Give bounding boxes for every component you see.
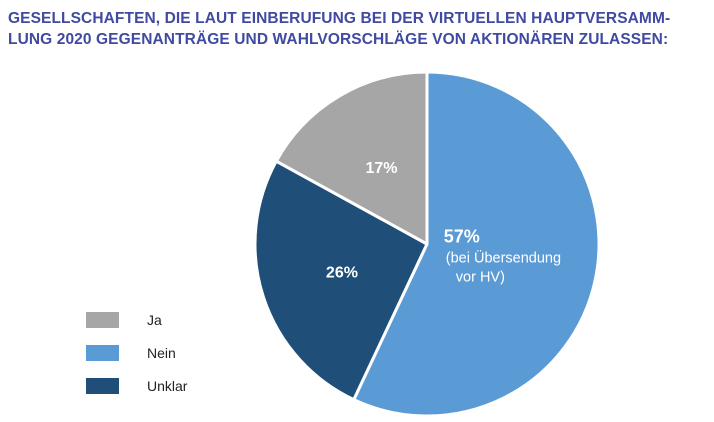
legend-swatch-nein: [86, 345, 119, 361]
chart-title-line-2: LUNG 2020 GEGENANTRÄGE UND WAHLVORSCHLÄG…: [8, 31, 669, 48]
pie-slice-ja: [274, 70, 429, 246]
slice-value-label-ja: 17%: [365, 160, 397, 177]
slice-value-label-unklar: 26%: [326, 265, 358, 282]
chart-legend: Ja Nein Unklar: [86, 312, 187, 411]
legend-item-ja: Ja: [86, 312, 187, 328]
chart-title: GESELLSCHAFTEN, DIE LAUT EINBERUFUNG BEI…: [8, 8, 708, 50]
slice-note-nein-1: (bei Übersendung: [446, 249, 561, 267]
chart-title-line-1: GESELLSCHAFTEN, DIE LAUT EINBERUFUNG BEI…: [8, 10, 671, 27]
legend-label-unklar: Unklar: [147, 378, 188, 394]
legend-swatch-ja: [86, 312, 119, 328]
pie-slice-nein: [352, 70, 601, 418]
legend-item-nein: Nein: [86, 345, 187, 361]
legend-swatch-unklar: [86, 378, 119, 394]
legend-label-ja: Ja: [147, 312, 162, 328]
legend-label-nein: Nein: [147, 345, 176, 361]
slice-note-nein-2: vor HV): [456, 270, 505, 286]
slice-value-label-nein: 57%: [444, 227, 480, 247]
legend-item-unklar: Unklar: [86, 378, 187, 394]
